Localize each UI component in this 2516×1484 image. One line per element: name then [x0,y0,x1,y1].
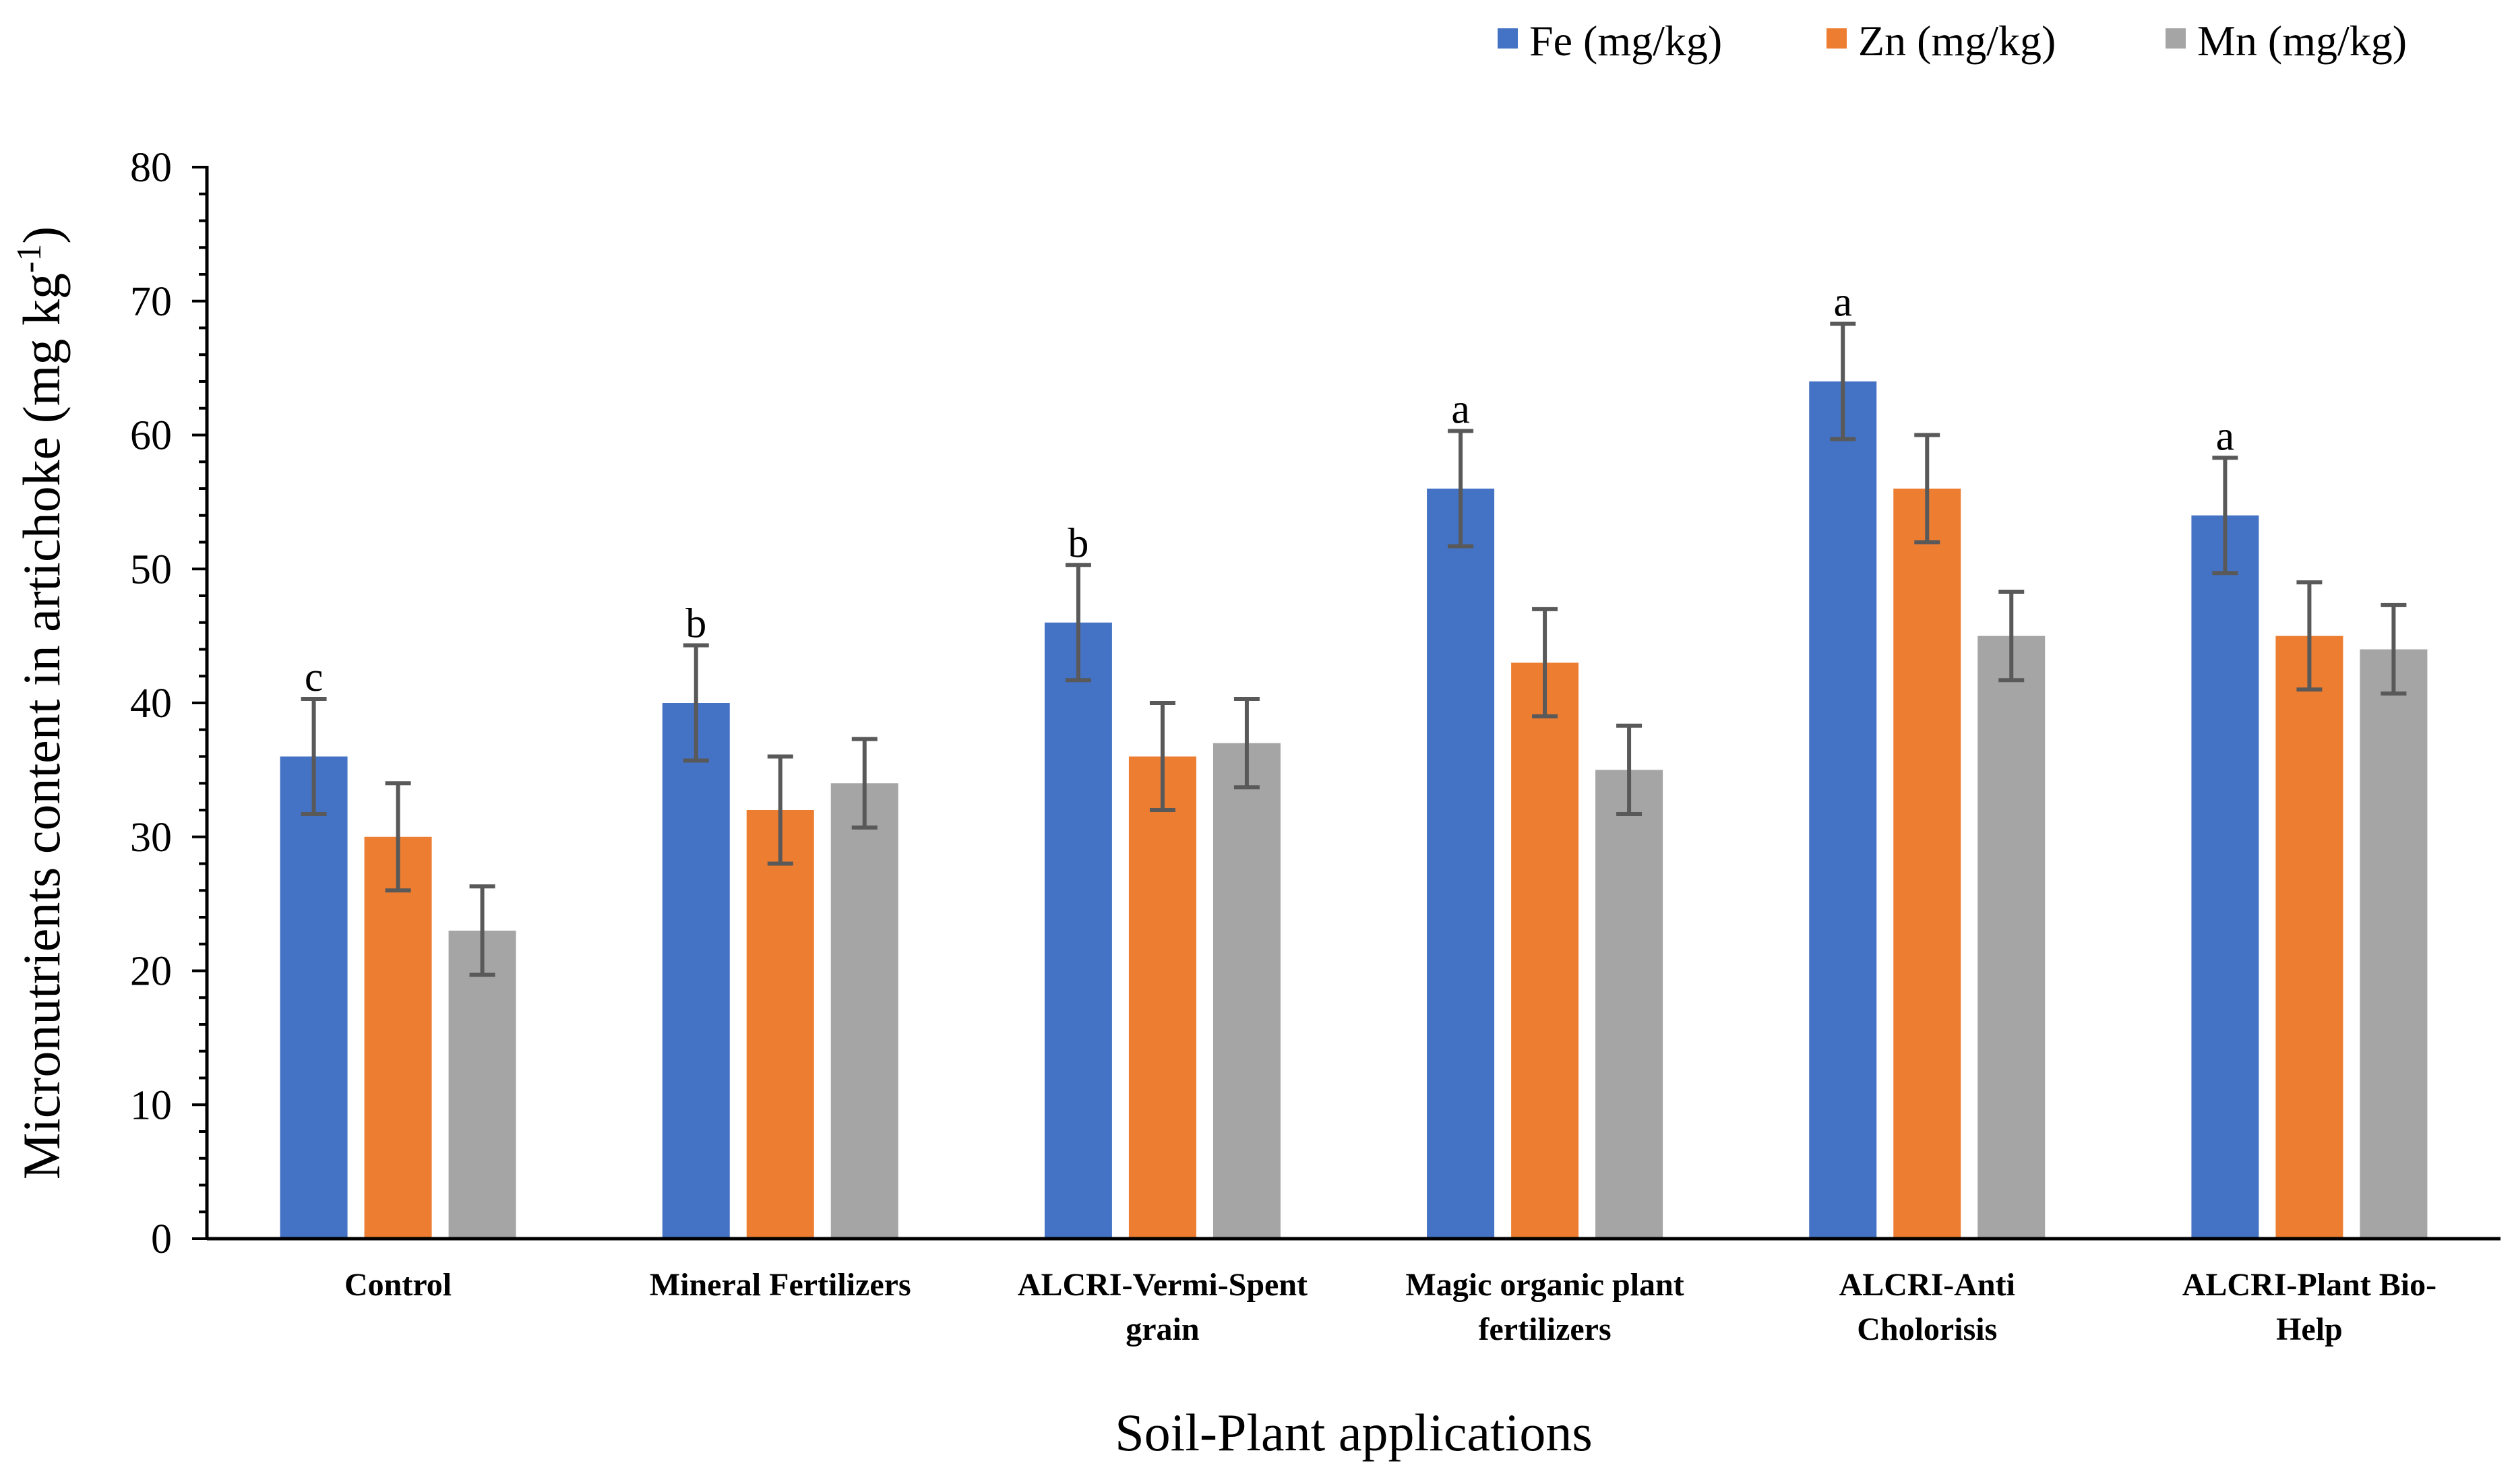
legend: Fe (mg/kg) Zn (mg/kg) Mn (mg/kg) [1498,17,2407,65]
error-bar [1532,607,1558,718]
y-tick-label: 20 [130,949,172,995]
error-bar [767,754,793,866]
error-bar [2381,602,2407,696]
x-tick-label-line: Mineral Fertilizers [650,1267,911,1303]
legend-label: Zn (mg/kg) [1858,17,2056,65]
legend-label: Mn (mg/kg) [2197,17,2407,65]
x-tick-label-line: Help [2276,1311,2343,1347]
y-axis-title: Micronutrients content in artichoke (mg … [10,226,71,1179]
error-bar [1448,429,1474,549]
error-bar [1830,321,1856,441]
error-bar [469,884,495,977]
legend-swatch [1827,28,1847,49]
x-tick-label: Magic organic plant fertilizers [1405,1267,1684,1347]
bar [1977,636,2046,1239]
x-tick-label: Control [344,1267,452,1303]
error-bar [385,781,411,893]
bar [1213,743,1281,1239]
bar [662,703,730,1239]
y-tick-label: 10 [130,1082,172,1128]
significance-letter: a [2216,413,2235,459]
bar [1511,662,1579,1239]
error-bars [301,321,2407,977]
bar [2360,649,2428,1239]
y-tick-label: 0 [151,1216,172,1262]
y-tick-labels: 0 10 20 30 40 50 60 70 80 [130,145,172,1262]
error-bar [1616,723,1643,816]
legend-item: Mn (mg/kg) [2166,17,2407,65]
y-tick-label: 30 [130,815,172,861]
significance-letter: b [685,601,706,647]
error-bar [1998,590,2025,683]
legend-swatch [2166,28,2186,49]
bar [1427,489,1495,1239]
y-tick-label: 70 [130,279,172,325]
error-bar [2212,456,2238,576]
bar [1893,489,1961,1239]
y-tick-label: 60 [130,413,172,459]
bar [1595,770,1663,1239]
x-tick-labels: Control Mineral Fertilizers ALCRI-Vermi-Sp… [344,1267,2436,1347]
bar [2191,515,2259,1239]
x-tick-label-line: grain [1126,1311,1199,1347]
y-tick-label: 40 [130,681,172,726]
x-tick-label-line: Cholorisis [1857,1311,1997,1347]
legend-label: Fe (mg/kg) [1529,17,1722,65]
legend-item: Fe (mg/kg) [1498,17,1722,65]
bar [364,836,432,1239]
bar [830,783,898,1239]
legend-item: Zn (mg/kg) [1827,17,2056,65]
error-bar [1233,697,1260,790]
x-tick-label-line: Magic organic plant [1405,1267,1684,1303]
y-tick-label: 50 [130,547,172,592]
error-bar [2296,580,2323,692]
x-tick-label-line: Control [344,1267,452,1303]
error-bar [1914,433,1940,545]
x-tick-label-line: ALCRI-Vermi-Spent [1018,1267,1308,1303]
error-bar [1149,701,1175,812]
error-bar [851,737,878,830]
x-tick-label-line: ALCRI-Plant Bio- [2182,1267,2436,1303]
significance-letter: b [1068,520,1088,566]
bar [280,756,348,1239]
bar [746,810,814,1239]
error-bar [1065,563,1091,683]
y-tick-label: 80 [130,145,172,191]
x-tick-label: Mineral Fertilizers [650,1267,911,1303]
x-tick-label: ALCRI-Anti Cholorisis [1839,1267,2015,1347]
bar [1128,756,1196,1239]
x-tick-label-line: fertilizers [1478,1311,1611,1347]
significance-letter: c [305,654,324,700]
error-bar [683,643,709,763]
x-tick-label-line: ALCRI-Anti [1839,1267,2015,1303]
x-tick-label: ALCRI-Plant Bio- Help [2182,1267,2436,1347]
x-axis-title: Soil-Plant applications [1115,1403,1592,1462]
significance-letter: a [1451,387,1470,433]
legend-swatch [1498,28,1518,49]
significance-letter: a [1833,280,1852,326]
significance-letters: c b b a a a [305,280,2235,700]
bar [448,930,516,1239]
bar [1809,381,1877,1239]
bars [280,381,2428,1239]
x-tick-label: ALCRI-Vermi-Spent grain [1018,1267,1308,1347]
bar [2275,636,2343,1239]
axes [192,166,2500,1241]
bar [1044,622,1112,1239]
error-bar [301,697,327,816]
